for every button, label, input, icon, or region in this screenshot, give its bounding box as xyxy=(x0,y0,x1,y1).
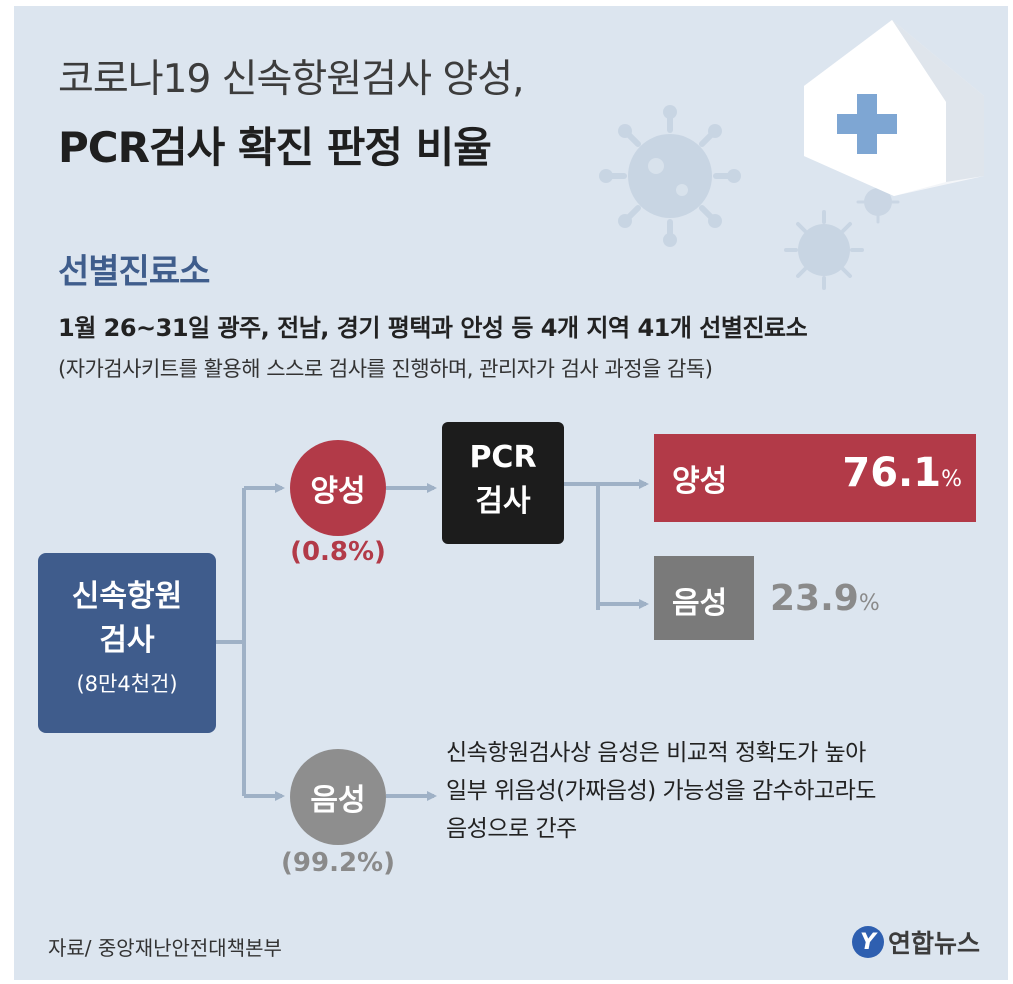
flow-connectors xyxy=(216,479,649,801)
logo-mark-icon: Y xyxy=(852,926,884,958)
pcr-positive-label: 양성 xyxy=(672,464,728,499)
section-heading: 선별진료소 xyxy=(58,252,210,292)
yonhap-logo: Y 연합뉴스 xyxy=(852,924,980,960)
rapid-antigen-test-box: 신속항원 검사 (8만4천건) xyxy=(38,553,216,733)
pcr-test-box: PCR 검사 xyxy=(442,422,564,544)
pcr-line2: 검사 xyxy=(475,484,531,519)
hospital-icon xyxy=(804,20,984,196)
negative-note: 신속항원검사상 음성은 비교적 정확도가 높아 일부 위음성(가짜음성) 가능성… xyxy=(446,734,876,848)
pcr-negative-result: 음성 xyxy=(654,556,754,640)
title-line1: 코로나19 신속항원검사 양성, xyxy=(58,57,524,102)
section-subdescription: (자가검사키트를 활용해 스스로 검사를 진행하며, 관리자가 검사 과정을 감… xyxy=(58,357,713,381)
illustration xyxy=(599,20,984,290)
note-line3: 음성으로 간주 xyxy=(446,816,577,842)
logo-text: 연합뉴스 xyxy=(888,929,981,958)
connector-pcr xyxy=(564,482,600,610)
pcr-line1: PCR xyxy=(469,440,537,475)
pcr-positive-result: 양성 76.1% xyxy=(654,434,976,522)
virus-icon xyxy=(784,210,864,290)
source-credit: 자료/ 중앙재난안전대책본부 xyxy=(48,936,282,960)
note-line1: 신속항원검사상 음성은 비교적 정확도가 높아 xyxy=(446,740,866,766)
infographic-canvas: 코로나19 신속항원검사 양성, PCR검사 확진 판정 비율 선별진료소 1월… xyxy=(14,6,1008,980)
negative-percent: (99.2%) xyxy=(281,848,395,878)
pcr-negative-value: 23.9% xyxy=(770,578,880,619)
note-line2: 일부 위음성(가짜음성) 가능성을 감수하고라도 xyxy=(446,778,876,804)
title-line2: PCR검사 확진 판정 비율 xyxy=(58,123,492,172)
positive-percent: (0.8%) xyxy=(290,537,386,567)
source-line1: 신속항원 xyxy=(71,579,183,614)
virus-icon xyxy=(599,105,741,247)
source-count: (8만4천건) xyxy=(76,672,178,696)
source-line2: 검사 xyxy=(99,623,155,658)
pcr-positive-value: 76.1% xyxy=(842,450,962,496)
pcr-negative-label: 음성 xyxy=(672,586,728,621)
section-description: 1월 26~31일 광주, 전남, 경기 평택과 안성 등 4개 지역 41개 … xyxy=(58,314,808,342)
positive-circle: 양성 xyxy=(290,440,386,536)
negative-circle: 음성 xyxy=(290,749,386,845)
